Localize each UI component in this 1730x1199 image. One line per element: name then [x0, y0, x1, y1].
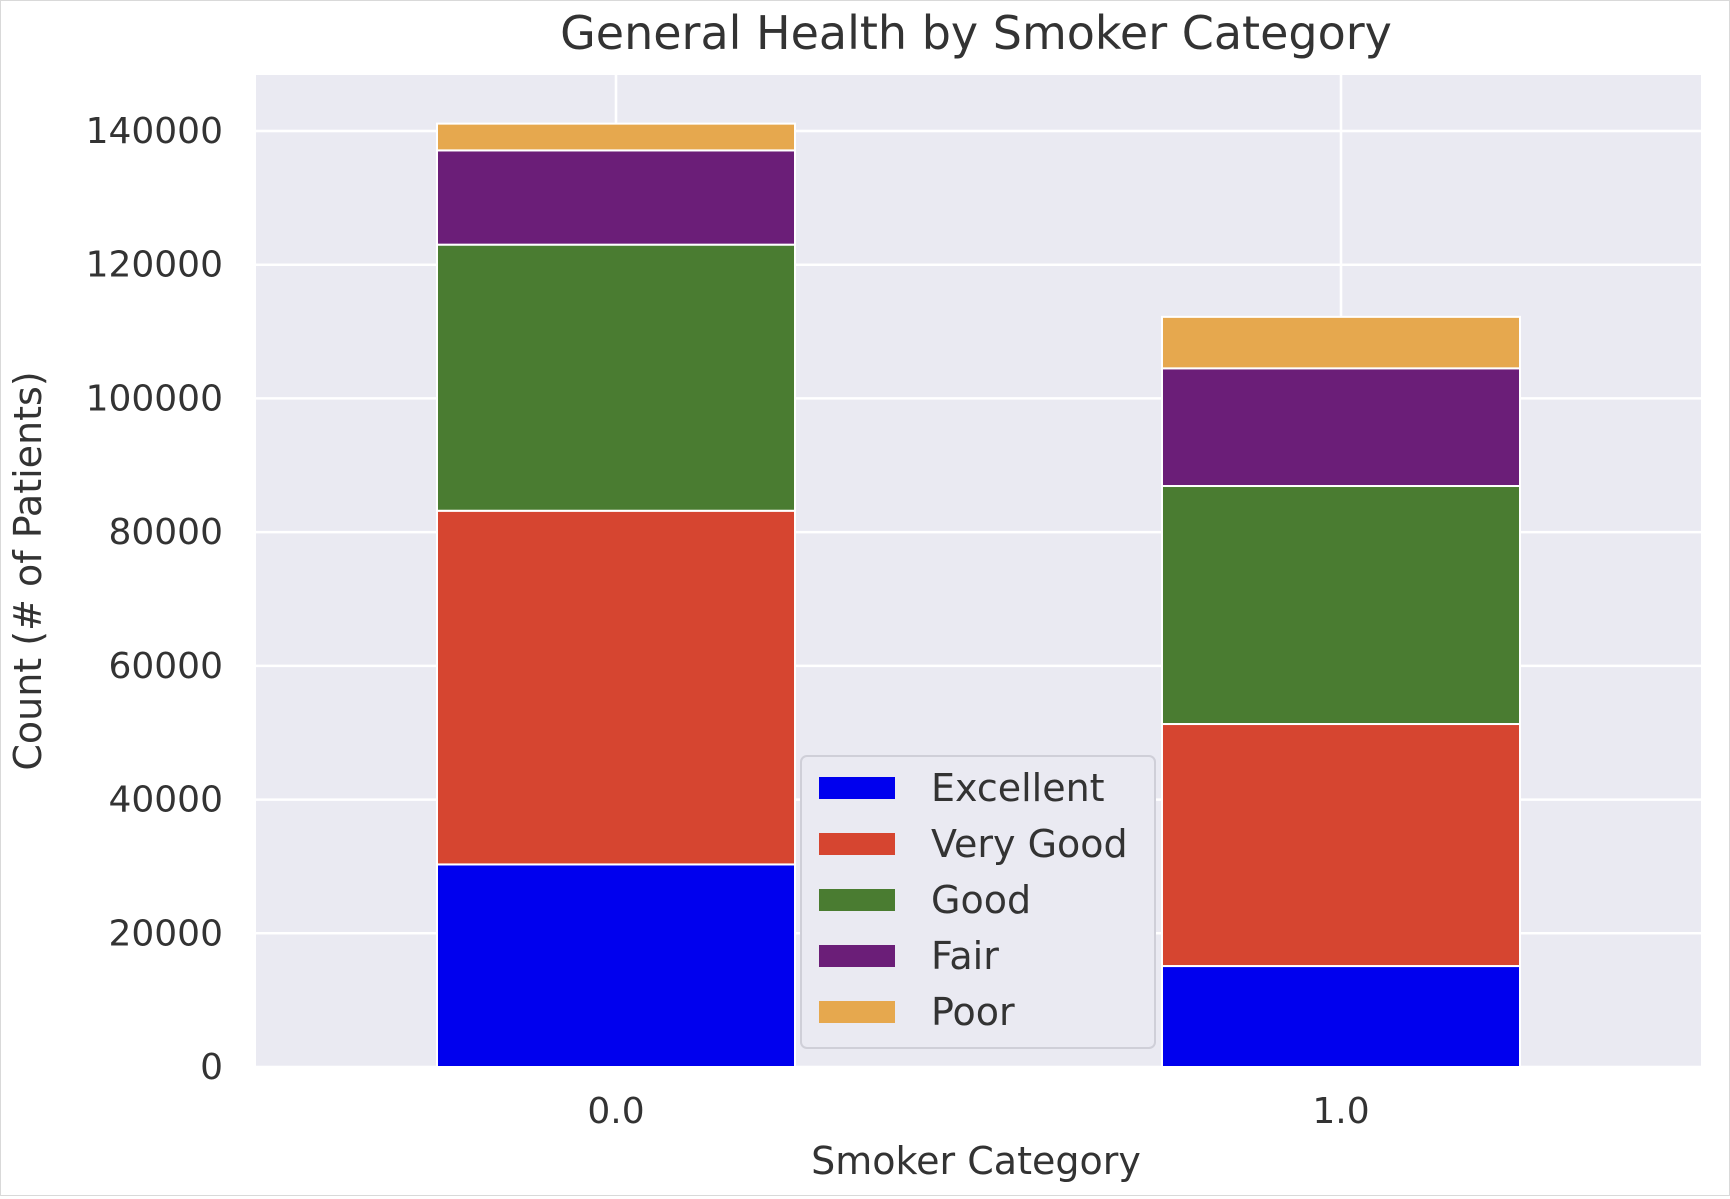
y-tick-label: 100000: [86, 378, 223, 419]
bar-segment-poor-2: [1161, 315, 1521, 370]
bar-segment-fair-2: [1161, 367, 1521, 488]
bar-segment-fair-1: [436, 149, 796, 246]
legend-label: Fair: [931, 934, 999, 978]
bars: [436, 122, 1521, 1068]
legend-label: Poor: [931, 990, 1015, 1034]
legend-label: Very Good: [931, 822, 1128, 866]
y-tick-label: 40000: [108, 780, 223, 821]
legend-label: Good: [931, 878, 1031, 922]
y-tick-label: 80000: [108, 512, 223, 553]
x-tick-label: 0.0: [587, 1091, 644, 1132]
legend-label: Excellent: [931, 766, 1105, 810]
bar-segment-very-good-2: [1161, 723, 1521, 968]
bar-segment-good-1: [436, 243, 796, 512]
chart-title: General Health by Smoker Category: [560, 6, 1392, 60]
y-axis-label: Count (# of Patients): [6, 371, 50, 770]
x-axis-label: Smoker Category: [811, 1139, 1141, 1183]
bar-segment-excellent-1: [436, 863, 796, 1068]
legend-swatch: [819, 1001, 895, 1023]
legend-swatch: [819, 889, 895, 911]
bar-segment-poor-1: [436, 122, 796, 152]
y-tick-labels: 0 20000 40000 60000 80000 100000 120000 140000: [86, 111, 223, 1088]
y-tick-label: 60000: [108, 646, 223, 687]
bar-segment-excellent-2: [1161, 965, 1521, 1068]
legend-swatch: [819, 777, 895, 799]
x-tick-label: 1.0: [1312, 1091, 1369, 1132]
y-tick-label: 20000: [108, 913, 223, 954]
bar-segment-very-good-1: [436, 509, 796, 866]
legend: Excellent Very Good Good Fair Poor: [800, 755, 1156, 1049]
x-tick-labels: 0.0 1.0: [587, 1091, 1369, 1132]
y-tick-label: 140000: [86, 111, 223, 152]
legend-box: [800, 755, 1156, 1049]
y-tick-label: 0: [200, 1047, 223, 1088]
legend-swatch: [819, 833, 895, 855]
bar-segment-good-2: [1161, 485, 1521, 726]
y-tick-label: 120000: [86, 245, 223, 286]
legend-swatch: [819, 945, 895, 967]
